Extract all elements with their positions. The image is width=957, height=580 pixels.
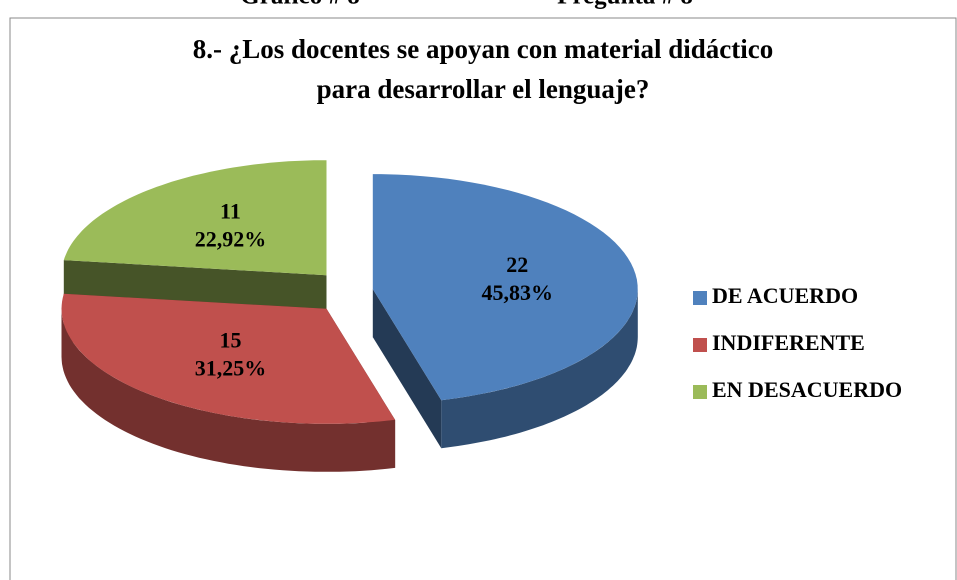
header-right: Pregunta # 8 <box>557 0 693 10</box>
slice-wall <box>61 308 396 472</box>
data-label: 22,92% <box>195 227 267 252</box>
legend-label: EN DESACUERDO <box>712 377 902 402</box>
legend-swatch <box>693 385 707 399</box>
legend-label: INDIFERENTE <box>712 330 865 355</box>
data-label: 22 <box>506 252 528 277</box>
data-label: 45,83% <box>482 280 554 305</box>
slice-side <box>372 289 442 449</box>
header-left: Gráfico # 8 <box>240 0 359 10</box>
slice <box>61 293 396 424</box>
slice <box>63 160 327 276</box>
legend-swatch <box>693 338 707 352</box>
legend-label: DE ACUERDO <box>712 283 858 308</box>
slice-wall <box>441 289 638 449</box>
data-label: 15 <box>219 327 241 352</box>
data-label: 11 <box>220 199 241 224</box>
data-label: 31,25% <box>195 355 267 380</box>
chart-title: 8.- ¿Los docentes se apoyan con material… <box>193 34 773 64</box>
legend-swatch <box>693 291 707 305</box>
chart-title: para desarrollar el lenguaje? <box>317 74 650 104</box>
slice <box>372 174 638 401</box>
